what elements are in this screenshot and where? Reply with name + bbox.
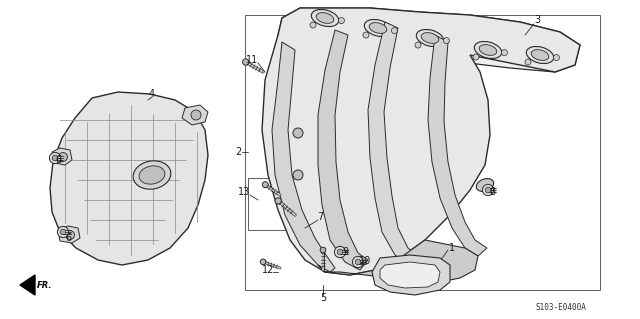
Circle shape (501, 49, 508, 56)
Ellipse shape (474, 41, 502, 58)
Ellipse shape (364, 19, 392, 37)
Circle shape (49, 152, 61, 164)
Text: 1: 1 (449, 243, 455, 253)
Circle shape (320, 247, 326, 253)
Circle shape (525, 59, 531, 65)
Circle shape (275, 198, 282, 204)
Circle shape (415, 42, 421, 48)
Circle shape (392, 27, 397, 33)
Circle shape (293, 128, 303, 138)
Circle shape (65, 231, 74, 240)
Circle shape (444, 38, 449, 44)
Text: 8: 8 (489, 187, 495, 197)
Circle shape (52, 155, 58, 161)
Circle shape (353, 256, 364, 268)
Polygon shape (182, 105, 208, 125)
Text: 6: 6 (65, 233, 71, 243)
Polygon shape (262, 8, 580, 275)
Text: 13: 13 (238, 187, 250, 197)
Circle shape (262, 182, 268, 188)
Circle shape (485, 187, 491, 193)
Text: S103-E0400A: S103-E0400A (535, 303, 586, 313)
Circle shape (60, 229, 66, 235)
Circle shape (58, 152, 67, 161)
Polygon shape (318, 30, 368, 270)
Polygon shape (368, 22, 420, 265)
Circle shape (339, 18, 344, 24)
Text: 3: 3 (534, 15, 540, 25)
Ellipse shape (421, 33, 439, 43)
Ellipse shape (316, 13, 334, 23)
Text: 7: 7 (317, 212, 323, 222)
Circle shape (363, 32, 369, 38)
Circle shape (293, 170, 303, 180)
Polygon shape (278, 8, 580, 72)
Text: 5: 5 (320, 293, 326, 303)
Ellipse shape (526, 47, 554, 63)
Circle shape (191, 110, 201, 120)
Circle shape (355, 259, 361, 265)
Circle shape (310, 22, 316, 28)
Text: 4: 4 (149, 89, 155, 99)
Polygon shape (428, 35, 487, 256)
Ellipse shape (133, 161, 171, 189)
Polygon shape (272, 42, 335, 272)
Polygon shape (52, 148, 72, 165)
Ellipse shape (476, 179, 493, 191)
Ellipse shape (531, 50, 548, 60)
Text: 11: 11 (246, 55, 258, 65)
Circle shape (243, 59, 249, 65)
Polygon shape (318, 240, 478, 282)
Ellipse shape (369, 23, 387, 33)
Circle shape (337, 249, 343, 255)
Circle shape (554, 55, 559, 61)
Ellipse shape (416, 29, 444, 47)
Circle shape (58, 226, 68, 238)
Polygon shape (372, 255, 450, 295)
Polygon shape (380, 262, 440, 288)
Text: 2: 2 (235, 147, 241, 157)
Circle shape (334, 246, 346, 258)
Text: 9: 9 (342, 247, 348, 257)
Polygon shape (58, 226, 80, 243)
Ellipse shape (479, 45, 497, 56)
Polygon shape (50, 92, 208, 265)
Ellipse shape (311, 10, 339, 26)
Circle shape (473, 54, 479, 60)
Text: FR.: FR. (37, 280, 52, 290)
Text: 6: 6 (55, 155, 61, 165)
Circle shape (260, 259, 266, 265)
Ellipse shape (139, 166, 165, 184)
Polygon shape (20, 275, 35, 295)
Circle shape (483, 184, 493, 196)
Text: 12: 12 (262, 265, 274, 275)
Text: 10: 10 (359, 256, 371, 266)
